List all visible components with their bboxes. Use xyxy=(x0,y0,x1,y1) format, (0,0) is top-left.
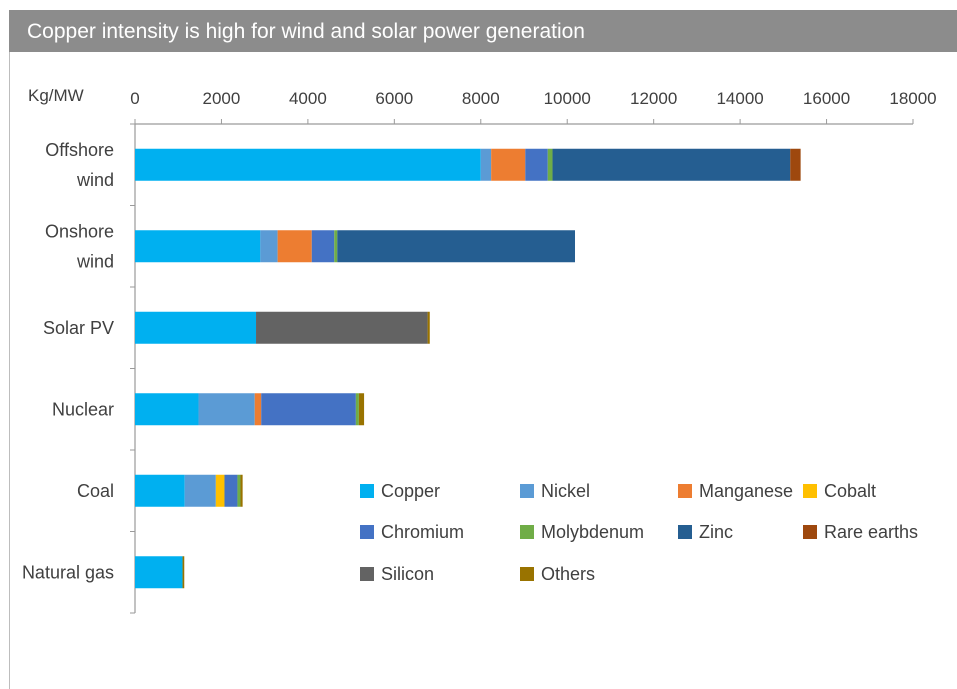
bar-segment-copper xyxy=(135,393,199,426)
legend-label: Others xyxy=(541,564,595,584)
legend-label: Copper xyxy=(381,481,440,501)
bar-segment-copper xyxy=(135,556,183,589)
bar-segment-chromium xyxy=(525,148,548,181)
category-label: Coal xyxy=(77,481,114,501)
bar-segment-nickel xyxy=(260,230,278,263)
legend-label: Manganese xyxy=(699,481,793,501)
category-label: Natural gas xyxy=(22,562,114,582)
bar-segment-others xyxy=(240,474,243,507)
bar-segment-rare-earths xyxy=(790,148,801,181)
bar-segment-chromium xyxy=(261,393,356,426)
legend-label: Molybdenum xyxy=(541,522,644,542)
legend-label: Rare earths xyxy=(824,522,918,542)
bar-segment-nickel xyxy=(480,148,492,181)
x-tick-label: 6000 xyxy=(375,89,413,108)
x-tick-label: 0 xyxy=(130,89,139,108)
legend-label: Zinc xyxy=(699,522,733,542)
chart-title: Copper intensity is high for wind and so… xyxy=(27,20,585,43)
category-label: Onshore xyxy=(45,221,114,241)
category-label: wind xyxy=(76,170,114,190)
legend-label: Cobalt xyxy=(824,481,876,501)
legend-label: Silicon xyxy=(381,564,434,584)
bar-segment-cobalt xyxy=(215,474,225,507)
bar-segment-molybdenum xyxy=(547,148,553,181)
bar-segment-molybdenum xyxy=(355,393,359,426)
x-tick-label: 4000 xyxy=(289,89,327,108)
bar-segment-molybdenum xyxy=(334,230,338,263)
bar-segment-others xyxy=(427,311,430,344)
legend-swatch xyxy=(803,484,817,498)
bar-segment-silicon xyxy=(256,311,428,344)
bar-segment-others xyxy=(358,393,365,426)
x-tick-label: 18000 xyxy=(889,89,936,108)
bar-segment-others xyxy=(182,556,185,589)
legend-swatch xyxy=(360,525,374,539)
x-tick-label: 14000 xyxy=(716,89,763,108)
bar-segment-chromium xyxy=(311,230,335,263)
legend-swatch xyxy=(360,567,374,581)
bar-segment-zinc xyxy=(552,148,791,181)
legend-swatch xyxy=(678,525,692,539)
category-label: Nuclear xyxy=(52,399,114,419)
bar-segment-molybdenum xyxy=(237,474,241,507)
bar-segment-zinc xyxy=(337,230,576,263)
bar-segment-copper xyxy=(135,311,257,344)
category-label: wind xyxy=(76,251,114,271)
legend-swatch xyxy=(520,567,534,581)
legend-swatch xyxy=(520,484,534,498)
bar-segment-manganese xyxy=(254,393,262,426)
unit-label: Kg/MW xyxy=(28,86,84,105)
category-label: Solar PV xyxy=(43,318,114,338)
category-label: Offshore xyxy=(45,140,114,160)
x-tick-label: 2000 xyxy=(203,89,241,108)
chart-title-bar: Copper intensity is high for wind and so… xyxy=(9,10,957,52)
legend-swatch xyxy=(803,525,817,539)
bar-segment-manganese xyxy=(277,230,312,263)
x-tick-label: 10000 xyxy=(544,89,591,108)
x-tick-label: 12000 xyxy=(630,89,677,108)
bar-segment-nickel xyxy=(198,393,255,426)
legend-label: Nickel xyxy=(541,481,590,501)
x-tick-label: 8000 xyxy=(462,89,500,108)
bar-segment-manganese xyxy=(491,148,526,181)
frame-left-border xyxy=(9,52,10,689)
x-tick-label: 16000 xyxy=(803,89,850,108)
legend-swatch xyxy=(360,484,374,498)
bar-segment-chromium xyxy=(224,474,238,507)
legend-swatch xyxy=(520,525,534,539)
bar-segment-copper xyxy=(135,474,185,507)
bar-segment-nickel xyxy=(184,474,216,507)
legend-swatch xyxy=(678,484,692,498)
legend-label: Chromium xyxy=(381,522,464,542)
bar-segment-copper xyxy=(135,148,481,181)
bar-segment-copper xyxy=(135,230,261,263)
